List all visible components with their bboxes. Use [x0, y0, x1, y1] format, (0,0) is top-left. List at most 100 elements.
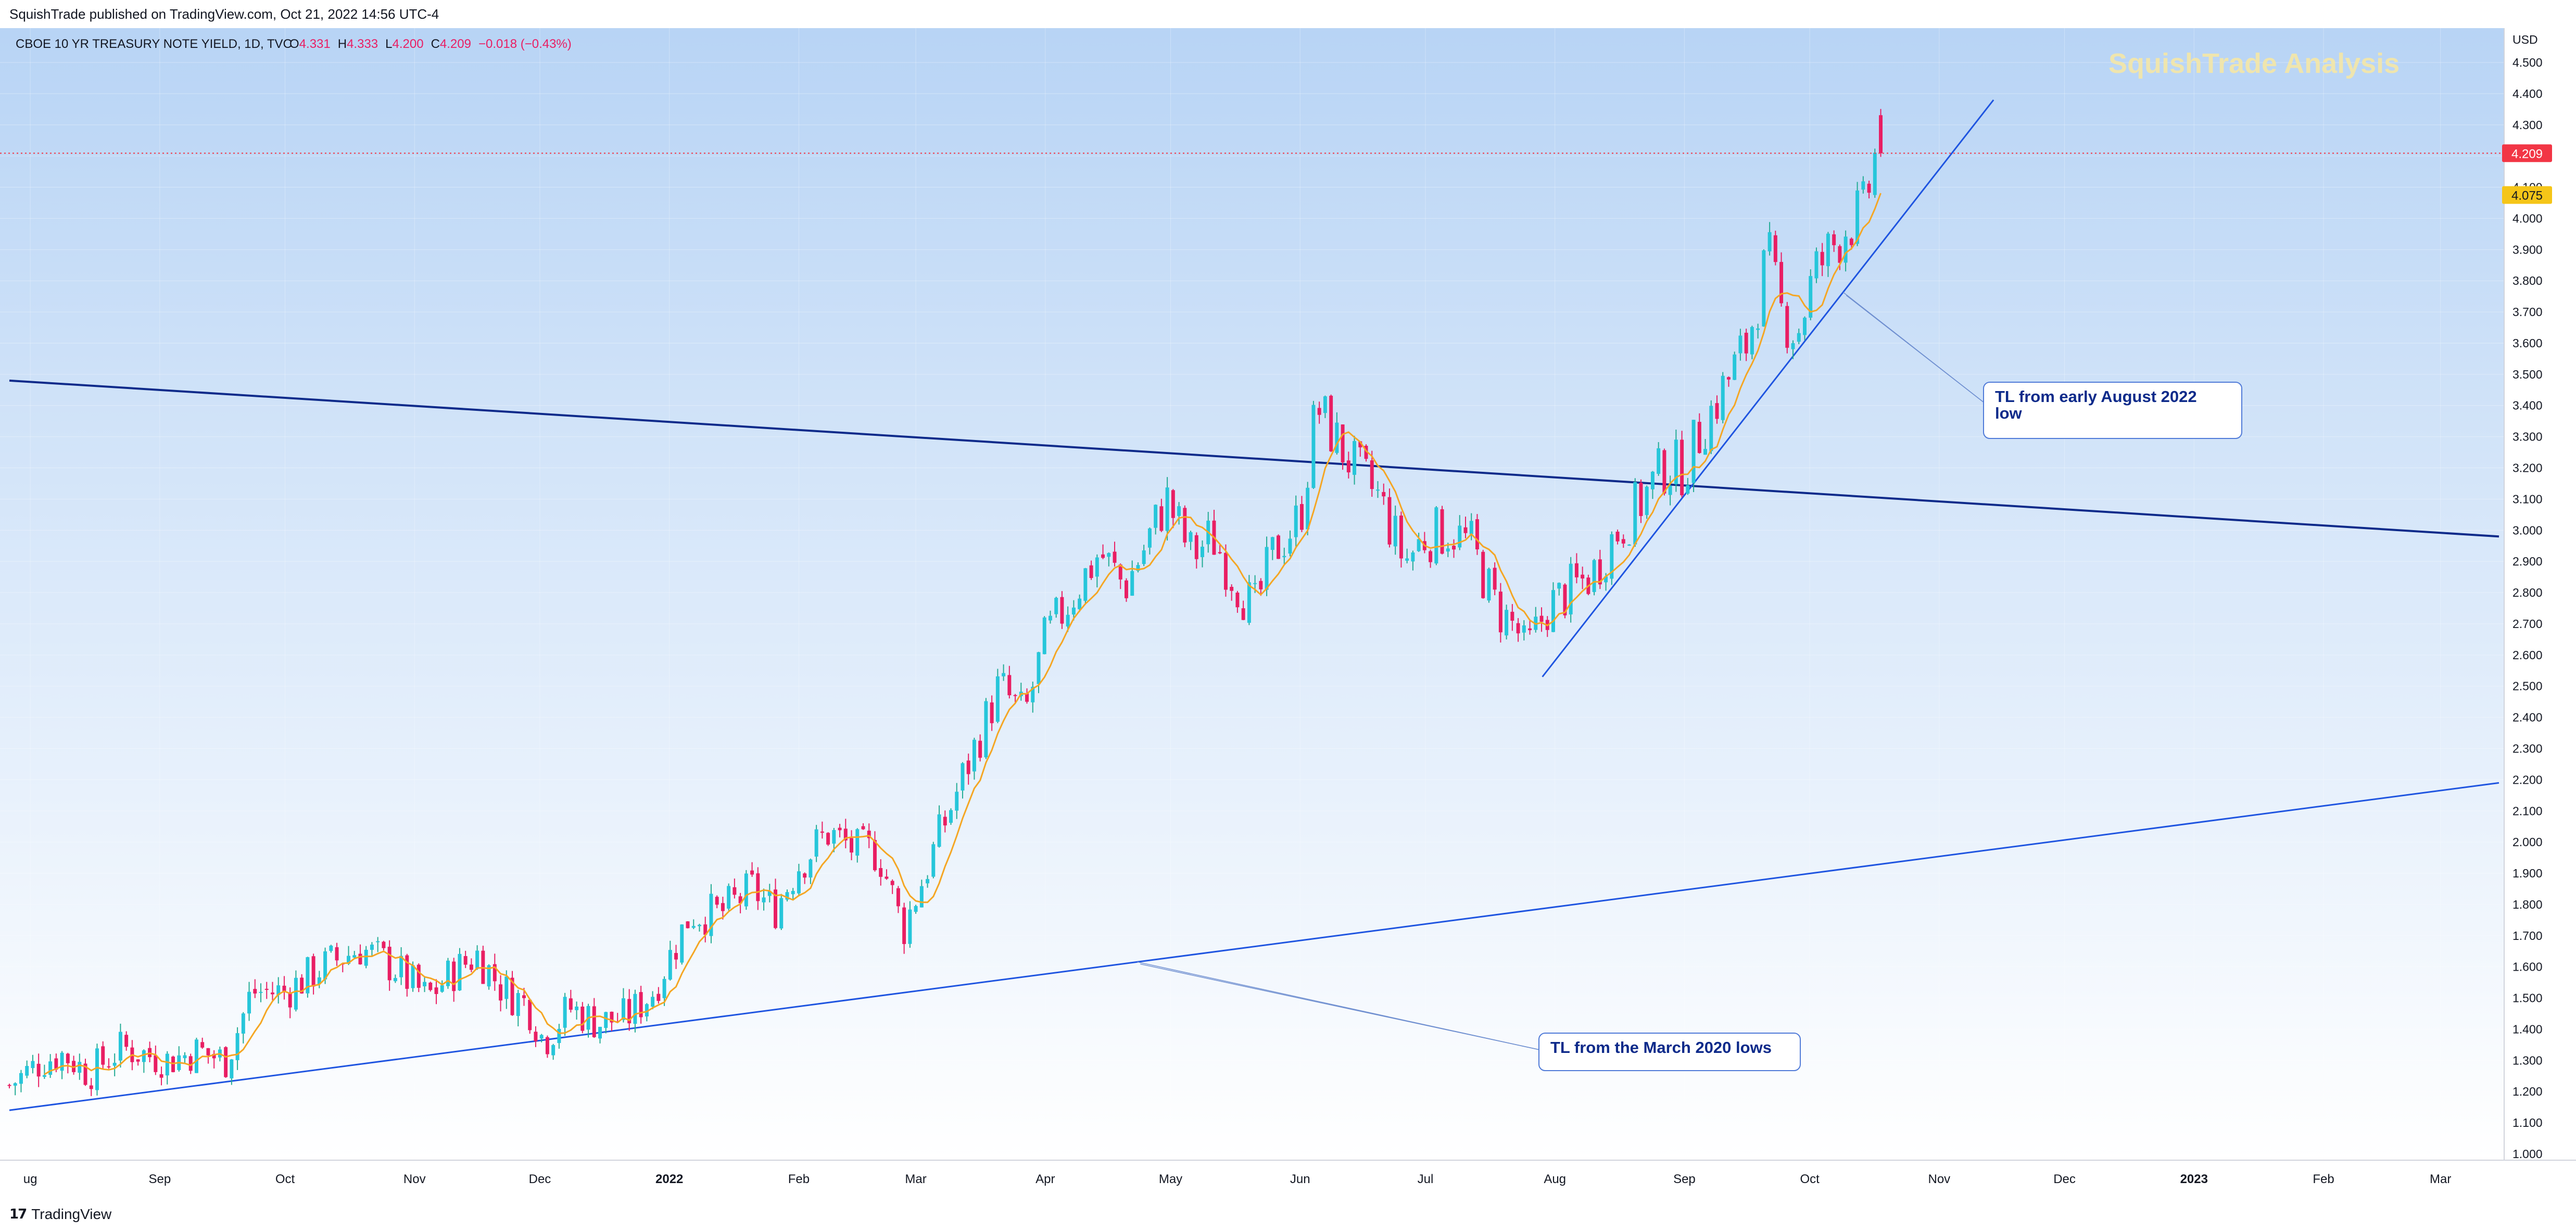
- candle-body: [347, 956, 350, 964]
- last-price-tag: [2502, 144, 2552, 162]
- candle-body: [791, 890, 795, 895]
- candle-body: [522, 995, 526, 998]
- candle-body: [779, 898, 784, 928]
- candle-body: [785, 892, 789, 900]
- legend-ohlc: O4.331 H4.333 L4.200 C4.209 −0.018 (−0.43%): [289, 37, 572, 51]
- candle: [995, 669, 1000, 723]
- candle-body: [1230, 586, 1234, 591]
- candle: [1487, 568, 1491, 603]
- candle: [1083, 568, 1088, 604]
- tradingview-logo-icon: 17: [9, 1207, 27, 1222]
- candle: [1481, 549, 1485, 599]
- time-tick-label: Jul: [1418, 1172, 1434, 1186]
- candle: [1223, 544, 1228, 597]
- time-axis[interactable]: ug Sep Oct Nov Dec 2022 Feb Mar Apr May Jun Jul Aug S…: [0, 1160, 2576, 1186]
- candle-body: [212, 1053, 216, 1059]
- time-tick-label: Mar: [905, 1172, 926, 1186]
- candle-body: [358, 953, 362, 964]
- candle-body: [1054, 597, 1058, 614]
- candle: [376, 937, 380, 952]
- candle-body: [820, 831, 824, 833]
- candle: [809, 858, 813, 884]
- candle: [633, 989, 637, 1033]
- axis-currency: USD: [2512, 33, 2538, 46]
- candle: [779, 894, 784, 931]
- price-axis[interactable]: 1.000 1.100 1.200 1.300 1.400 1.500 1.600 1.700…: [2502, 28, 2552, 1161]
- candle-body: [458, 953, 462, 990]
- candle: [949, 808, 953, 825]
- candle-body: [1095, 557, 1099, 577]
- candle-body: [984, 701, 988, 758]
- candle-body: [1364, 446, 1368, 459]
- candle: [1738, 329, 1742, 361]
- candle: [1364, 444, 1368, 462]
- candle-body: [1177, 506, 1181, 516]
- candle: [1037, 651, 1041, 694]
- candle: [978, 734, 982, 762]
- candle: [288, 987, 292, 1019]
- candle: [580, 1002, 585, 1034]
- candle-body: [1417, 539, 1421, 551]
- price-tick-label: 3.300: [2512, 430, 2543, 444]
- candle-body: [1376, 489, 1380, 491]
- candle-body: [955, 792, 959, 811]
- time-tick-label: 2022: [655, 1172, 683, 1186]
- candle: [733, 878, 737, 899]
- candle-body: [259, 991, 263, 993]
- candle-body: [1662, 450, 1666, 494]
- grid-lines: [0, 28, 2504, 1160]
- candle-body: [1581, 574, 1585, 579]
- candle-body: [1709, 406, 1713, 451]
- candle: [1691, 420, 1696, 492]
- candle: [101, 1041, 105, 1070]
- candle-body: [1855, 190, 1860, 244]
- candle-body: [639, 992, 643, 1018]
- high-value: 4.333: [347, 37, 378, 51]
- candle: [1493, 562, 1497, 596]
- candle: [60, 1051, 64, 1079]
- candle: [1259, 578, 1263, 596]
- candle-body: [510, 977, 514, 1015]
- candle-body: [1358, 441, 1362, 448]
- candle: [528, 998, 532, 1034]
- candle-body: [446, 960, 450, 986]
- candle: [885, 869, 889, 880]
- price-tick-label: 3.900: [2512, 243, 2543, 256]
- candle: [721, 897, 725, 920]
- candle: [627, 989, 632, 1031]
- candle: [1791, 340, 1795, 359]
- candle-body: [1592, 560, 1596, 592]
- candle-body: [873, 840, 877, 871]
- candle: [604, 1011, 608, 1034]
- candle: [1247, 575, 1251, 625]
- time-tick-label: Feb: [2313, 1172, 2334, 1186]
- candle-body: [1113, 551, 1117, 563]
- published-note: SquishTrade published on TradingView.com…: [9, 6, 439, 22]
- time-tick-label: 2023: [2180, 1172, 2208, 1186]
- candle-body: [54, 1058, 58, 1070]
- candle: [1387, 488, 1392, 548]
- candle: [727, 883, 731, 911]
- candle: [493, 953, 497, 991]
- candle-body: [1189, 532, 1193, 542]
- candle-body: [709, 894, 713, 936]
- tradingview-logo[interactable]: 17 TradingView: [9, 1206, 111, 1223]
- candle: [820, 821, 824, 839]
- candle-body: [1867, 183, 1871, 193]
- candle-body: [1832, 234, 1836, 245]
- candle-body: [1452, 546, 1456, 550]
- candle: [1721, 372, 1725, 424]
- candle-body: [188, 1056, 193, 1071]
- time-tick-label: Jun: [1290, 1172, 1310, 1186]
- candle-body: [352, 955, 357, 958]
- candle: [1235, 591, 1240, 613]
- candle-body: [656, 994, 661, 1001]
- candle-body: [335, 947, 339, 961]
- candle-body: [1674, 439, 1678, 484]
- candle: [1610, 531, 1614, 585]
- price-tick-label: 2.100: [2512, 804, 2543, 818]
- candle: [183, 1052, 187, 1064]
- candle: [1113, 542, 1117, 567]
- candle-body: [13, 1083, 17, 1086]
